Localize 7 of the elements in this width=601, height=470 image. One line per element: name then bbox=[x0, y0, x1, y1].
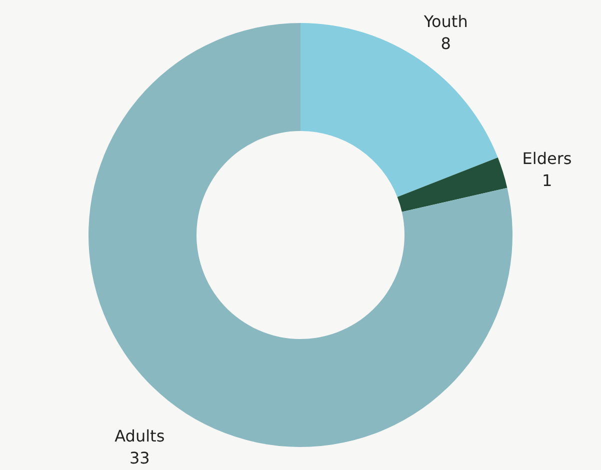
donut-slice bbox=[397, 158, 508, 212]
data-label: 8 bbox=[440, 34, 451, 53]
slice-label: Adults bbox=[114, 426, 165, 446]
data-label: 1 bbox=[542, 170, 552, 190]
slice-label: Youth bbox=[422, 12, 468, 31]
data-label: 33 bbox=[129, 448, 150, 468]
slice-label: Elders bbox=[522, 148, 572, 168]
